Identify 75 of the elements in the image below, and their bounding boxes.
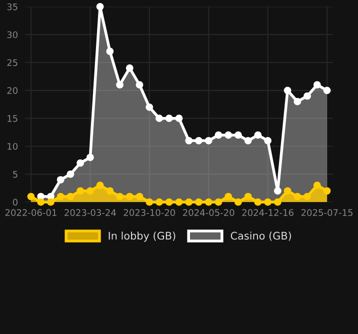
point <box>76 187 84 195</box>
point <box>304 192 311 200</box>
point <box>86 187 94 195</box>
point <box>284 86 292 94</box>
point <box>175 114 183 122</box>
y-tick-label: 15 <box>8 115 18 122</box>
point <box>185 198 193 206</box>
x-tick-label: 2025-07-15 <box>301 209 352 216</box>
point <box>136 81 144 89</box>
point <box>56 192 64 200</box>
point <box>106 187 114 195</box>
point <box>204 198 212 206</box>
point <box>116 192 124 200</box>
point <box>264 136 272 144</box>
y-tick-label: 5 <box>13 171 18 178</box>
legend-label: In lobby (GB) <box>108 232 176 242</box>
point <box>96 182 104 189</box>
point <box>96 3 104 10</box>
point <box>244 192 252 200</box>
point <box>254 198 262 206</box>
point <box>56 176 64 184</box>
point <box>313 182 321 189</box>
point <box>146 103 154 111</box>
point <box>304 92 311 100</box>
point <box>165 114 173 122</box>
point <box>66 192 74 200</box>
point <box>274 198 282 206</box>
point <box>76 159 84 167</box>
y-tick-label: 25 <box>7 59 18 66</box>
x-tick-label: 2023-10-20 <box>124 209 176 216</box>
point <box>156 114 163 122</box>
point <box>116 81 124 89</box>
point <box>204 136 212 144</box>
point <box>47 198 54 206</box>
x-tick-label: 2022-06-01 <box>5 209 56 216</box>
point <box>264 198 272 206</box>
point <box>234 198 242 206</box>
point <box>185 136 193 144</box>
point <box>195 198 202 206</box>
y-tick-label: 0 <box>12 198 18 206</box>
point <box>126 192 134 200</box>
y-tick-label: 20 <box>7 87 18 94</box>
point <box>195 136 202 144</box>
y-tick-label: 35 <box>7 3 18 10</box>
point <box>323 187 331 195</box>
point <box>146 198 154 206</box>
point <box>214 131 222 139</box>
point <box>284 187 292 195</box>
point <box>254 131 262 139</box>
point <box>224 131 232 139</box>
point <box>175 198 183 206</box>
point <box>234 131 242 139</box>
x-tick-label: 2023-03-24 <box>64 209 116 216</box>
legend-label: Casino (GB) <box>230 232 291 241</box>
y-tick-label: 10 <box>8 142 18 150</box>
point <box>323 86 331 94</box>
point <box>224 192 232 200</box>
point <box>313 81 321 89</box>
point <box>126 64 134 72</box>
point <box>214 198 222 206</box>
point <box>86 154 94 162</box>
point <box>274 187 282 195</box>
point <box>165 198 173 206</box>
point <box>66 170 74 178</box>
point <box>37 198 45 206</box>
point <box>27 192 35 200</box>
point <box>294 98 302 106</box>
point <box>106 48 114 56</box>
point <box>294 192 302 200</box>
point <box>136 192 144 200</box>
y-tick-label: 30 <box>7 31 18 38</box>
point <box>156 198 163 206</box>
x-tick-label: 2024-05-20 <box>183 209 234 216</box>
point <box>244 136 252 144</box>
x-tick-label: 2024-12-16 <box>242 209 294 216</box>
